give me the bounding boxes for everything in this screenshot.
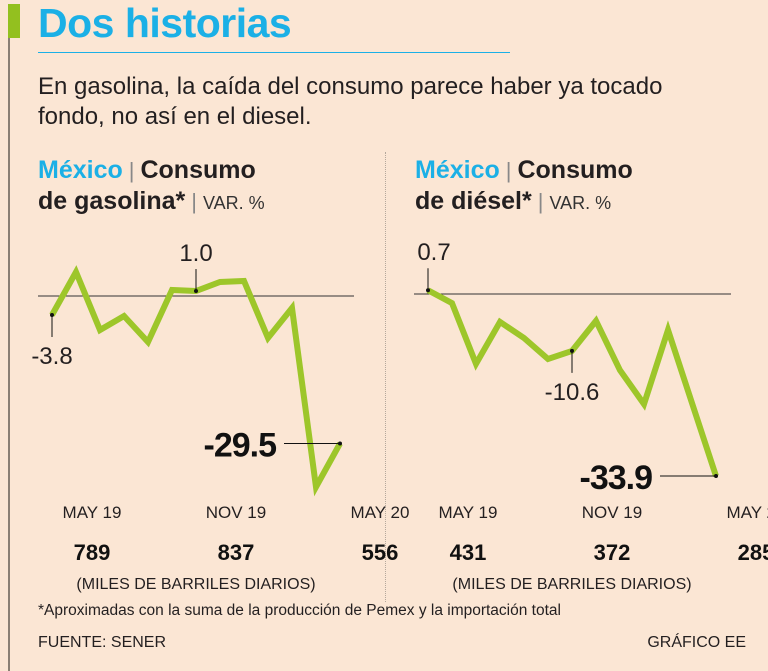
region-label: México <box>38 156 123 184</box>
credit: GRÁFICO EE <box>647 634 746 651</box>
separator: | <box>537 189 544 214</box>
separator: | <box>505 158 512 183</box>
series-line <box>49 265 343 497</box>
unit-label: VAR. % <box>549 193 612 213</box>
annotation-label: 1.0 <box>179 240 212 267</box>
x-tick-label: MAY 19 <box>63 503 122 522</box>
annotation-label: -29.5 <box>204 427 277 465</box>
chart-title-line2: de diésel* <box>415 187 532 215</box>
x-tick-label: MAY 20 <box>351 503 410 522</box>
title-rule <box>38 52 510 53</box>
chart-header-gasolina: México | Consumo de gasolina* | VAR. % <box>38 155 265 219</box>
separator: | <box>191 189 197 214</box>
volume-value: 556 <box>362 540 399 565</box>
chart-divider <box>385 152 386 602</box>
volume-unit-label: (MILES DE BARRILES DIARIOS) <box>452 576 691 593</box>
volume-unit-label: (MILES DE BARRILES DIARIOS) <box>76 576 315 593</box>
subtitle: En gasolina, la caída del consumo parece… <box>38 73 663 130</box>
chart-title-line1: Consumo <box>140 156 256 184</box>
annotation-label: 0.7 <box>417 239 450 266</box>
volume-value: 431 <box>450 540 487 565</box>
footnote: *Aproximadas con la suma de la producció… <box>38 602 561 619</box>
x-tick-label: MAY 19 <box>439 503 498 522</box>
chart-header-diesel: México | Consumo de diésel* | VAR. % <box>415 155 633 219</box>
chart-title-line1: Consumo <box>517 156 633 184</box>
annotation-label: -3.8 <box>31 343 72 370</box>
source: FUENTE: SENER <box>38 634 167 651</box>
title-accent-bar <box>8 4 20 38</box>
unit-label: VAR. % <box>202 193 265 213</box>
volume-value: 837 <box>218 540 255 565</box>
left-border <box>8 38 10 671</box>
page-title: Dos historias <box>38 0 292 46</box>
annotation-label: -33.9 <box>580 459 653 497</box>
x-tick-label: MAY 20 <box>727 503 768 522</box>
volume-value: 372 <box>594 540 631 565</box>
separator: | <box>128 158 135 183</box>
chart-title-line2: de gasolina* <box>38 187 186 215</box>
annotation-label: -10.6 <box>545 379 600 406</box>
x-tick-label: NOV 19 <box>582 503 642 522</box>
volume-value: 789 <box>74 540 111 565</box>
region-label: México <box>415 156 500 184</box>
x-tick-label: NOV 19 <box>206 503 266 522</box>
volume-value: 285 <box>738 540 768 565</box>
